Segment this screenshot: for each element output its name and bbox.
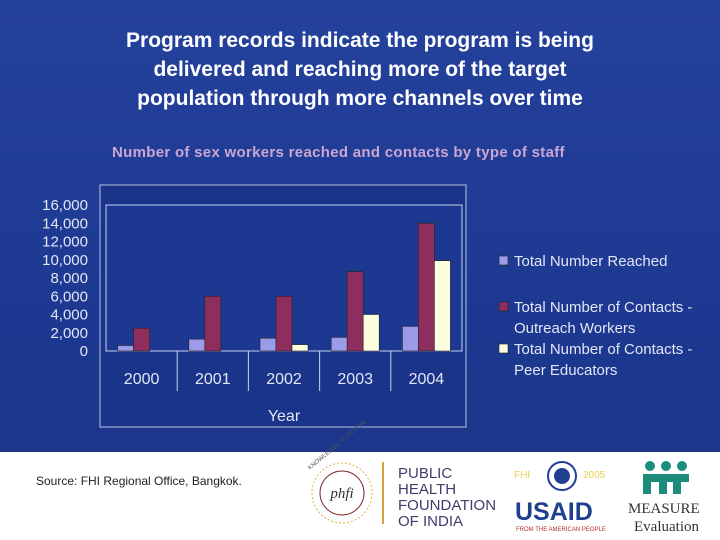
legend-label: Total Number Reached — [514, 253, 667, 270]
y-tick-label: 0 — [80, 343, 88, 360]
bar-2 — [204, 295, 222, 352]
bar-2 — [346, 271, 364, 352]
bar-2 — [133, 327, 150, 352]
y-tick-label: 10,000 — [42, 252, 88, 269]
bar-1 — [188, 338, 206, 352]
title-line-3: population through more channels over ti… — [137, 87, 583, 110]
y-tick-label: 16,000 — [42, 197, 88, 214]
legend-swatch — [498, 343, 509, 354]
legend-label: Total Number of Contacts - — [514, 341, 692, 358]
bar-chart: 16,00014,00012,00010,0008,0006,0004,0002… — [42, 184, 692, 428]
bar-3 — [434, 260, 451, 352]
title-line-1: Program records indicate the program is … — [126, 29, 594, 52]
x-tick-label: 2004 — [409, 371, 445, 388]
y-tick-label: 2,000 — [50, 325, 88, 342]
slide-title: Program records indicate the program is … — [60, 26, 660, 113]
bar-1 — [402, 326, 419, 352]
bar-1 — [330, 337, 348, 352]
bar-2 — [275, 295, 293, 352]
chart-title: Number of sex workers reached and contac… — [112, 144, 565, 161]
x-tick-label: 2000 — [124, 371, 160, 388]
legend-label: Peer Educators — [514, 362, 617, 379]
y-tick-label: 4,000 — [50, 307, 88, 324]
legend-label: Total Number of Contacts - — [514, 299, 692, 316]
title-line-2: delivered and reaching more of the targe… — [153, 58, 567, 81]
y-tick-label: 6,000 — [50, 288, 88, 305]
bar-1 — [117, 345, 134, 352]
y-tick-label: 8,000 — [50, 270, 88, 287]
x-tick-label: 2001 — [195, 371, 231, 388]
x-axis-title: Year — [268, 408, 301, 425]
x-tick-label: 2003 — [337, 371, 373, 388]
y-tick-label: 12,000 — [42, 234, 88, 251]
y-tick-label: 14,000 — [42, 215, 88, 232]
bar-1 — [259, 337, 277, 352]
bar-3 — [362, 314, 380, 352]
legend-label: Outreach Workers — [514, 320, 635, 337]
legend-swatch — [498, 255, 509, 266]
source-note: Source: FHI Regional Office, Bangkok. — [36, 474, 242, 488]
footer-band — [0, 452, 720, 540]
x-tick-label: 2002 — [266, 371, 302, 388]
bar-2 — [418, 222, 435, 352]
legend-swatch — [498, 301, 509, 312]
bar-3 — [291, 344, 309, 352]
